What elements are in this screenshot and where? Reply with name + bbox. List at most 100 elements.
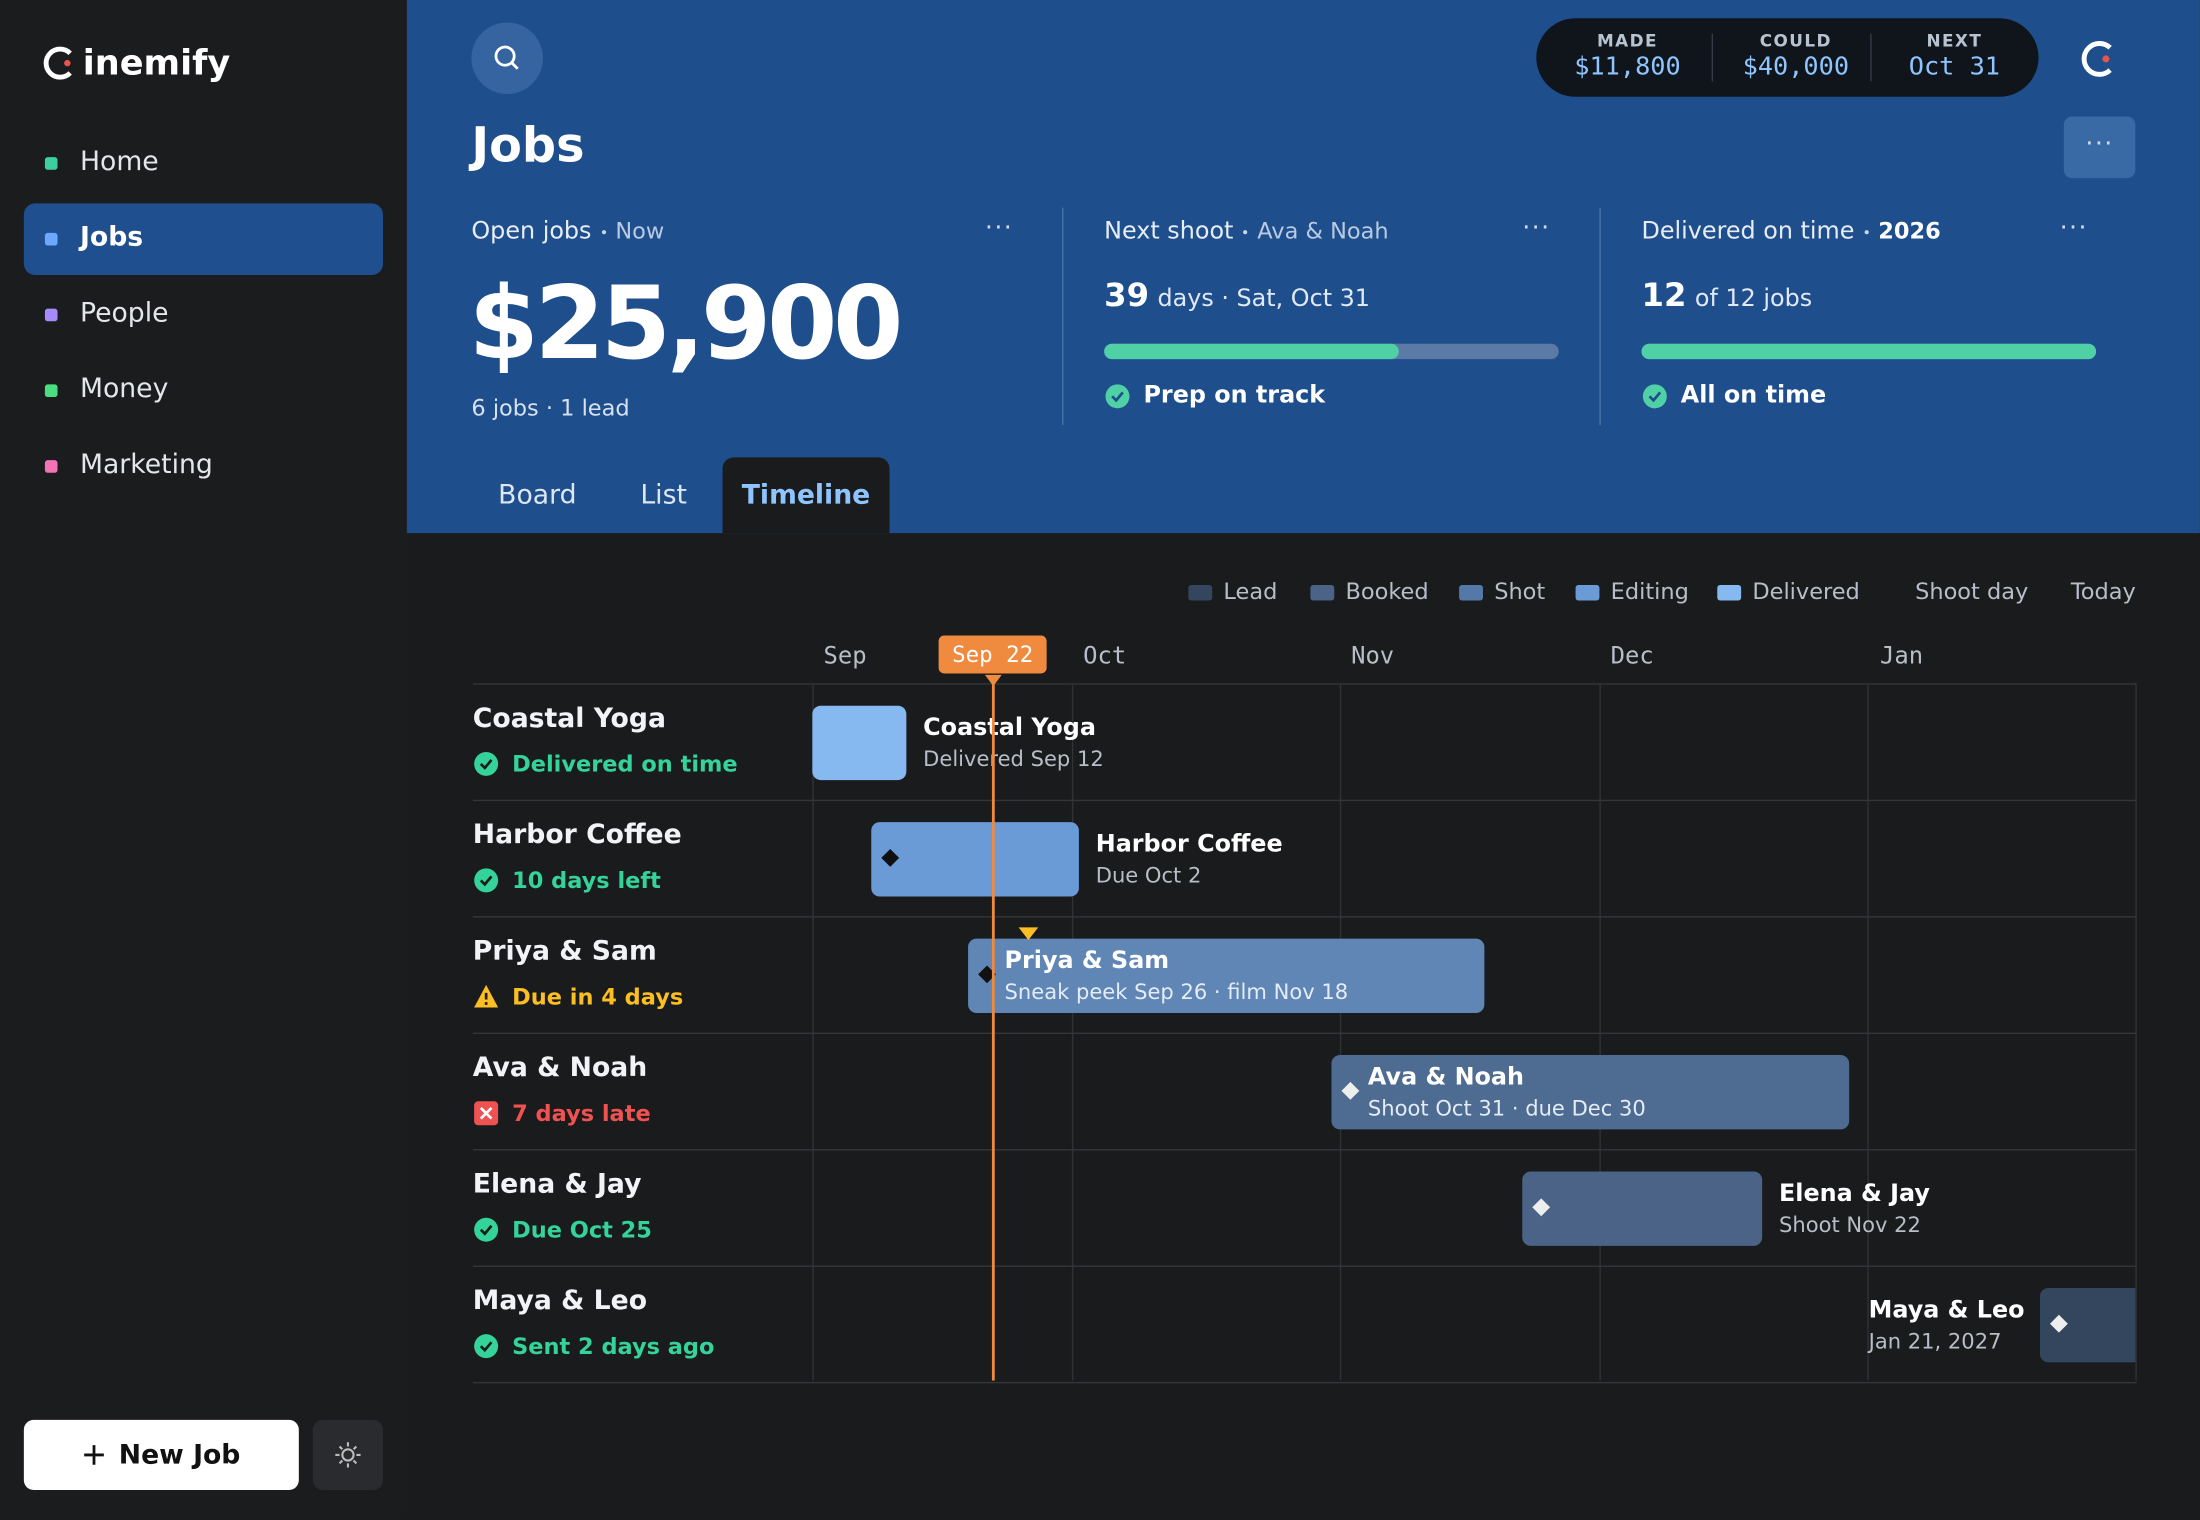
nav-item[interactable]: Jobs <box>23 203 384 275</box>
row-divider <box>472 916 2137 918</box>
new-job-button[interactable]: New Job <box>23 1419 299 1490</box>
bar-detail: Sneak peek Sep 26 · film Nov 18 <box>1004 979 1349 1005</box>
card-unit: days · Sat, Oct 31 <box>1157 284 1370 313</box>
card-status-text: All on time <box>1680 381 1827 410</box>
card-menu[interactable]: ··· <box>984 213 1014 243</box>
row-name: Harbor Coffee <box>472 819 682 851</box>
job-bar[interactable] <box>2039 1287 2136 1363</box>
month-label: Dec <box>1610 642 1654 671</box>
tab[interactable]: List <box>640 479 687 511</box>
nav-dot <box>44 232 58 246</box>
stats-pill: MADE $11,800 COULD $40,000 NEXT Oct 31 <box>1536 18 2039 97</box>
row-status: 10 days left <box>473 867 661 894</box>
nav-label: People <box>79 297 169 329</box>
shoot-day-marker <box>881 849 900 867</box>
plus-icon <box>83 1445 104 1465</box>
stat-label: COULD <box>1759 30 1832 51</box>
card-meta: Now <box>615 217 665 245</box>
job-bar[interactable] <box>871 822 1079 897</box>
legend-label: Shoot day <box>1915 578 2029 605</box>
legend-swatch <box>1310 585 1335 601</box>
nav-item[interactable]: Marketing <box>24 431 383 503</box>
row-status: Delivered on time <box>473 751 738 777</box>
status-icon <box>1642 383 1667 408</box>
divider <box>1062 207 1064 426</box>
bar-title: Ava & Noah <box>1367 1063 1525 1092</box>
nav-item[interactable]: Money <box>24 355 383 427</box>
tab[interactable]: Board <box>498 479 577 511</box>
row-status: Due in 4 days <box>473 983 684 1011</box>
job-bar[interactable] <box>1522 1171 1763 1246</box>
row-status: Due Oct 25 <box>473 1216 652 1243</box>
card-meta: 2026 <box>1878 217 1941 245</box>
grid-line <box>1867 684 1869 1381</box>
row-status-text: 10 days left <box>512 867 661 894</box>
row-divider <box>472 1149 2137 1151</box>
new-job-label: New Job <box>118 1439 241 1471</box>
card-menu[interactable]: ··· <box>1522 213 1551 243</box>
card-status-text: Prep on track <box>1143 381 1326 410</box>
row-name: Elena & Jay <box>472 1168 642 1200</box>
status-icon <box>474 1101 499 1126</box>
theme-button[interactable] <box>312 1419 384 1490</box>
status-icon <box>474 984 499 1008</box>
row-divider <box>472 1265 2137 1267</box>
header: MADE $11,800 COULD $40,000 NEXT Oct 31 ··· Jo… <box>406 0 2200 534</box>
status-icon <box>474 1334 499 1359</box>
separator <box>601 230 606 235</box>
nav-label: Marketing <box>79 448 213 480</box>
today-line <box>991 681 995 1381</box>
card-heading: Delivered on time 2026 <box>1642 217 1941 245</box>
brand: inemify <box>82 42 231 83</box>
tab[interactable]: Timeline <box>722 457 890 534</box>
status-icon <box>474 868 499 893</box>
nav-dot <box>44 460 58 473</box>
nav-label: Home <box>79 145 159 177</box>
bar-detail: Shoot Oct 31 · due Dec 30 <box>1367 1095 1646 1121</box>
progress-track <box>1104 343 1559 360</box>
legend-label: Delivered <box>1752 578 1860 605</box>
milestone-marker <box>1018 927 1039 941</box>
card-heading: Open jobs Now <box>471 217 664 245</box>
bar-title: Priya & Sam <box>1004 947 1170 976</box>
grid-line <box>1599 684 1601 1381</box>
job-bar[interactable] <box>812 705 907 781</box>
logo-icon <box>43 46 72 80</box>
row-status-text: Due in 4 days <box>512 983 684 1011</box>
today-badge: Sep 22 <box>938 635 1047 674</box>
timeline-border <box>472 683 2137 685</box>
bar-label: Priya & Sam Sneak peek Sep 26 · film Nov … <box>1005 947 1349 1005</box>
separator <box>1243 230 1248 235</box>
more-button[interactable]: ··· <box>2063 116 2136 179</box>
divider <box>1599 207 1601 426</box>
sidebar: inemify New Job Home Jobs People Money Marke… <box>0 0 407 1520</box>
row-divider <box>472 799 2137 802</box>
stat-label: MADE <box>1597 30 1658 51</box>
card-status: Prep on track <box>1104 382 1325 410</box>
stat-value: Oct 31 <box>1908 51 2000 82</box>
nav-item[interactable]: People <box>24 279 383 351</box>
card-unit: of 12 jobs <box>1694 284 1813 313</box>
nav-label: Jobs <box>79 221 144 253</box>
row-divider <box>472 1381 2137 1384</box>
card-figure: 39 days · Sat, Oct 31 <box>1104 278 1370 314</box>
stat-value: $11,800 <box>1574 51 1681 82</box>
row-name: Maya & Leo <box>472 1285 648 1317</box>
grid-line <box>812 684 814 1381</box>
legend-swatch <box>1717 585 1742 601</box>
bar-label: Elena & Jay Shoot Nov 22 <box>1779 1180 1930 1238</box>
search-button[interactable] <box>471 22 543 95</box>
card-title: Next shoot <box>1104 217 1234 246</box>
job-bar[interactable] <box>1331 1055 1850 1130</box>
month-label: Nov <box>1351 642 1395 671</box>
separator <box>1864 230 1869 235</box>
stat-divider <box>1870 33 1872 82</box>
card-menu[interactable]: ··· <box>2059 213 2088 243</box>
status-icon <box>474 1217 499 1242</box>
progress-track <box>1641 343 2097 360</box>
month-label: Oct <box>1083 642 1127 671</box>
job-bar[interactable] <box>968 938 1485 1013</box>
nav-item[interactable]: Home <box>24 128 383 200</box>
shoot-day-marker <box>1532 1198 1551 1217</box>
